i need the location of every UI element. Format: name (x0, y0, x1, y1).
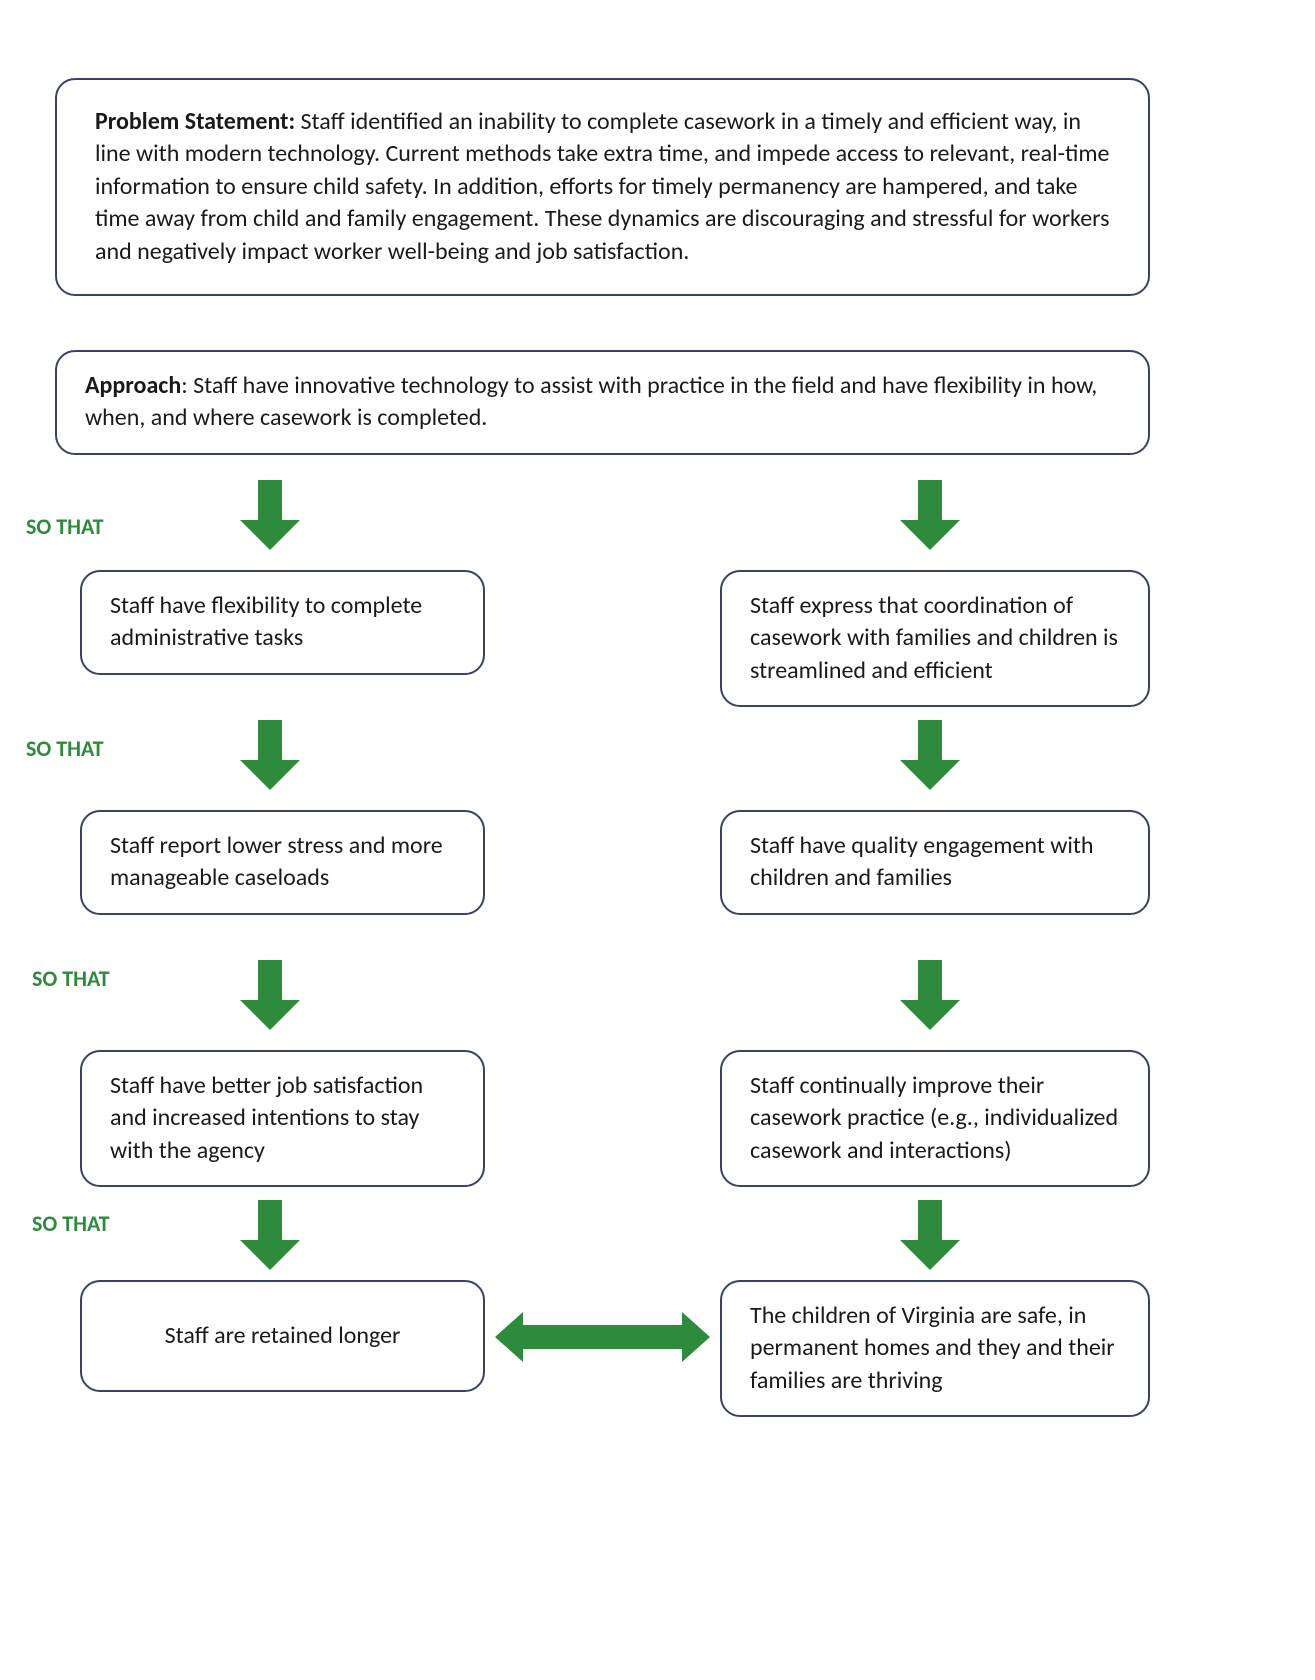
problem-label: Problem Statement: (95, 107, 295, 136)
left-box-1: Staff have flexibility to complete admin… (80, 570, 485, 675)
right-box-1: Staff express that coordination of casew… (720, 570, 1150, 707)
so-that-label-4: SO THAT (32, 1210, 110, 1237)
right-box-3: Staff continually improve their casework… (720, 1050, 1150, 1187)
left-box-2: Staff report lower stress and more manag… (80, 810, 485, 915)
arrow-down-icon (240, 720, 300, 790)
arrow-down-icon (900, 720, 960, 790)
approach-box: Approach: Staff have innovative technolo… (55, 350, 1150, 455)
right-box-2: Staff have quality engagement with child… (720, 810, 1150, 915)
arrow-down-icon (240, 960, 300, 1030)
left-box-4: Staff are retained longer (80, 1280, 485, 1392)
arrow-down-icon (240, 1200, 300, 1270)
approach-body: : Staff have innovative technology to as… (85, 371, 1097, 432)
problem-statement-box: Problem Statement: Staff identified an i… (55, 78, 1150, 296)
so-that-label-2: SO THAT (26, 735, 104, 762)
arrow-down-icon (900, 480, 960, 550)
arrow-down-icon (900, 960, 960, 1030)
left-box-3: Staff have better job satisfaction and i… (80, 1050, 485, 1187)
arrow-down-icon (900, 1200, 960, 1270)
arrow-bidirectional-icon (495, 1312, 710, 1362)
so-that-label-1: SO THAT (26, 513, 104, 540)
right-box-4: The children of Virginia are safe, in pe… (720, 1280, 1150, 1417)
so-that-label-3: SO THAT (32, 965, 110, 992)
arrow-down-icon (240, 480, 300, 550)
approach-label: Approach (85, 371, 181, 400)
